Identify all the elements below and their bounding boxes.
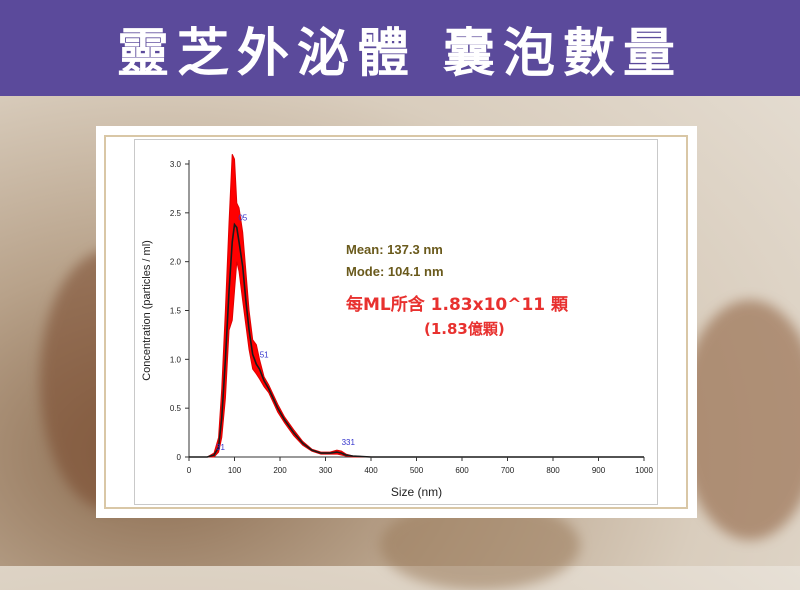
mean-concentration-curve [189, 222, 644, 458]
y-tick-label: 3.0 [170, 160, 182, 169]
y-tick-label: 1.5 [170, 307, 182, 316]
x-tick-label: 1000 [635, 466, 653, 475]
background-mushroom-right [680, 300, 800, 540]
x-tick-label: 200 [273, 466, 287, 475]
title-banner: 靈芝外泌體 囊泡數量 [0, 0, 800, 96]
y-tick-label: 1.0 [170, 355, 182, 364]
mode-annotation: Mode: 104.1 nm [346, 264, 444, 279]
x-axis-label: Size (nm) [391, 485, 442, 499]
y-axis-label: Concentration (particles / ml) [141, 240, 153, 381]
y-tick-label: 0 [177, 453, 182, 462]
error-band [189, 154, 644, 458]
x-tick-label: 500 [410, 466, 424, 475]
x-tick-label: 800 [546, 466, 560, 475]
x-tick-label: 0 [187, 466, 192, 475]
size-distribution-chart: 0 100 200 300 400 500 600 700 800 900 1000 0 0.5 1.0 1… [141, 154, 654, 499]
particle-count-annotation: 每ML所含 1.83x10^11 顆 [346, 295, 569, 315]
peak-label: 51 [260, 350, 269, 359]
y-tick-label: 0.5 [170, 404, 182, 413]
x-tick-label: 700 [501, 466, 515, 475]
page-title: 靈芝外泌體 囊泡數量 [116, 23, 684, 84]
chart-frame [104, 135, 688, 509]
x-tick-label: 600 [455, 466, 469, 475]
particle-count-note: (1.83億顆) [424, 320, 505, 338]
x-tick-label: 300 [319, 466, 333, 475]
mean-annotation: Mean: 137.3 nm [346, 242, 443, 257]
peak-label: 05 [238, 214, 247, 223]
y-tick-label: 2.0 [170, 258, 182, 267]
tick-labels: 0 100 200 300 400 500 600 700 800 900 1000 0 0.5 1.0 1… [170, 160, 654, 475]
plot-area-border [134, 139, 658, 505]
peak-labels: 31 05 51 331 [216, 214, 355, 453]
x-tick-label: 100 [228, 466, 242, 475]
peak-label: 331 [342, 438, 356, 447]
x-tick-label: 400 [364, 466, 378, 475]
x-tick-label: 900 [592, 466, 606, 475]
y-tick-label: 2.5 [170, 209, 182, 218]
peak-label: 31 [216, 443, 225, 452]
